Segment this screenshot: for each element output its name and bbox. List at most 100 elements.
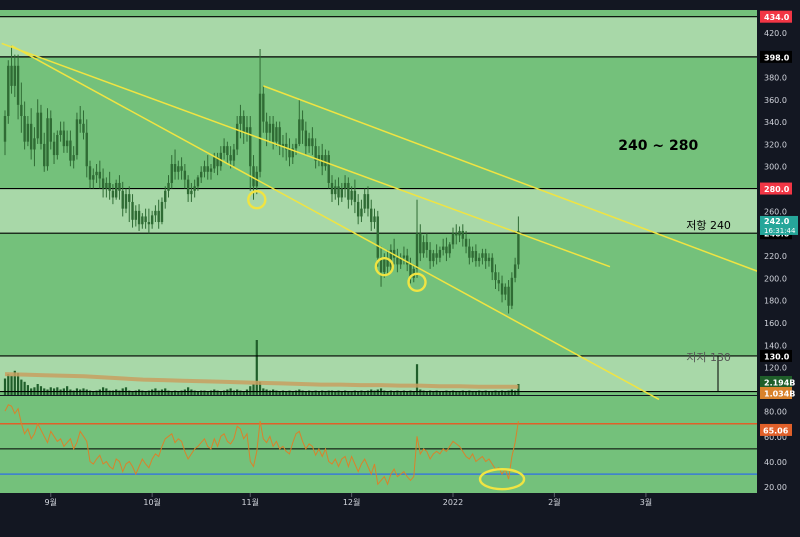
volume-bar: [16, 373, 20, 395]
candle-body: [330, 182, 334, 195]
candle-body: [301, 119, 304, 131]
candle-body: [180, 166, 183, 171]
candle-body: [294, 143, 298, 149]
volume-bar: [203, 390, 206, 395]
price-tag-434: 434.0: [764, 13, 790, 22]
volume-bar: [478, 390, 481, 395]
time-axis-label: 9월: [45, 497, 57, 507]
candle-body: [507, 286, 510, 306]
candle-body: [98, 171, 102, 179]
rsi-panel[interactable]: [0, 396, 757, 493]
volume-bar: [118, 390, 121, 395]
candle-body: [88, 166, 92, 180]
candle-body: [517, 230, 520, 265]
candle-body: [307, 138, 311, 147]
volume-bar: [255, 340, 258, 395]
volume-bar: [334, 391, 337, 395]
volume-bar: [435, 390, 438, 395]
candle-body: [85, 132, 88, 167]
volume-bar: [275, 390, 278, 395]
candle-body: [134, 210, 137, 220]
time-axis-label: 11월: [241, 497, 259, 507]
volume-bar: [438, 391, 442, 395]
candle-body: [137, 210, 141, 225]
candle-body: [494, 272, 497, 281]
volume-bar: [200, 390, 203, 395]
volume-bar: [468, 390, 471, 395]
candle-body: [298, 119, 301, 144]
volume-bar: [291, 391, 294, 395]
volume-bar: [151, 389, 154, 395]
rsi-tick-label: 60.00: [764, 433, 787, 442]
candle-body: [95, 171, 98, 176]
price-tag-398-bg: [760, 50, 792, 63]
candle-body: [154, 210, 157, 216]
volume-bar: [196, 391, 200, 395]
volume-tag-0: 2.194B: [764, 379, 795, 388]
volume-bar: [363, 391, 366, 395]
volume-bar: [324, 391, 327, 395]
candle-body: [79, 119, 82, 124]
volume-bar: [448, 391, 451, 395]
trend-lines[interactable]: [1, 42, 758, 401]
rsi-indicator: [0, 404, 757, 491]
candle-body: [268, 123, 272, 133]
volume-bar: [72, 390, 75, 395]
highlight-circle-0: [247, 190, 267, 210]
volume-bar: [144, 391, 147, 395]
volume-bar: [350, 391, 353, 395]
volume-bar: [445, 390, 448, 395]
candle-body: [69, 140, 72, 161]
candle-body: [235, 123, 239, 150]
candle-body: [500, 283, 504, 295]
volume-bar: [455, 391, 458, 395]
volume-bar: [193, 390, 196, 395]
candle-body: [209, 168, 213, 172]
volume-bar: [39, 386, 43, 395]
candle-body: [72, 155, 75, 161]
candle-body: [229, 155, 232, 161]
candle-body: [291, 148, 294, 158]
price-tick-label: 420.0: [764, 29, 787, 38]
candle-body: [468, 246, 471, 258]
time-axis-bg: [0, 493, 757, 515]
price-scale[interactable]: [757, 10, 800, 493]
time-axis-label: 10월: [143, 497, 161, 507]
volume-bar: [389, 390, 392, 395]
candle-body: [419, 233, 422, 254]
volume-bar: [278, 391, 281, 395]
candle-body: [366, 194, 370, 209]
volume-bar: [357, 391, 360, 395]
volume-bar: [10, 375, 13, 395]
volume-bar: [415, 364, 419, 395]
candle-body: [13, 65, 17, 86]
candle-body: [484, 253, 487, 262]
price-tag-130-bg: [760, 349, 792, 362]
annotations: 240 ~ 280 저항 240 지지 130: [618, 138, 731, 364]
volume-bar: [366, 390, 370, 395]
volume-bar: [85, 389, 88, 395]
volume-bar: [340, 391, 343, 395]
candle-body: [281, 143, 285, 147]
volume-bar: [330, 390, 334, 395]
candle-body: [92, 175, 95, 180]
volume-bar: [288, 390, 291, 395]
candle-body: [445, 246, 448, 254]
volume-tag-0-bg: [760, 376, 792, 388]
volume-bar: [134, 390, 137, 395]
candle-body: [409, 264, 412, 278]
volume-bar: [173, 390, 177, 395]
volume-bar: [177, 391, 180, 395]
candle-body: [26, 123, 30, 142]
candle-body: [340, 188, 344, 198]
rsi-highlight-ellipse: [478, 467, 526, 491]
time-axis[interactable]: 9월 10월 11월 12월 2022 2월 3월: [0, 493, 757, 515]
candle-body: [337, 186, 340, 198]
candle-body: [324, 155, 327, 167]
candle-body: [399, 257, 402, 265]
volume-bar: [393, 391, 396, 395]
candle-body: [379, 257, 383, 273]
candle-body: [386, 257, 389, 267]
